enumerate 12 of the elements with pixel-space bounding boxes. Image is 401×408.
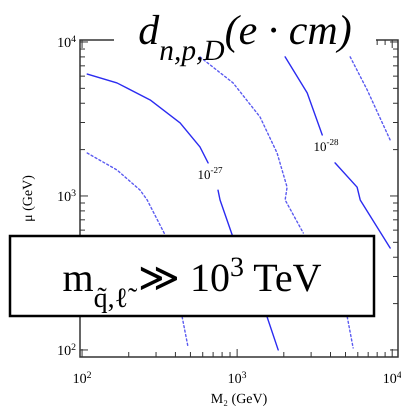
x-axis-title: M₂ (GeV) bbox=[210, 392, 268, 407]
x-tick-label: 10$^{4}$ bbox=[382, 370, 401, 387]
annotation: 10$^{-27}$ bbox=[197, 165, 224, 182]
annotation: 10$^{-28}$ bbox=[313, 137, 340, 154]
y-tick-label: 10$^{4}$ bbox=[57, 33, 76, 51]
y-axis-title: μ (GeV) bbox=[21, 174, 36, 222]
y-tick-label: 10$^{3}$ bbox=[57, 187, 76, 205]
annotation: m$_{q̃,ℓ̃}$ ≫ 10$^{3}$ TeV bbox=[62, 252, 322, 314]
chart-title: d$_{n,p,D}$(e · cm) bbox=[138, 8, 352, 67]
y-tick-label: 10$^{2}$ bbox=[57, 341, 76, 359]
x-tick-label: 10$^{2}$ bbox=[72, 370, 92, 387]
x-tick-label: 10$^{3}$ bbox=[228, 370, 247, 387]
